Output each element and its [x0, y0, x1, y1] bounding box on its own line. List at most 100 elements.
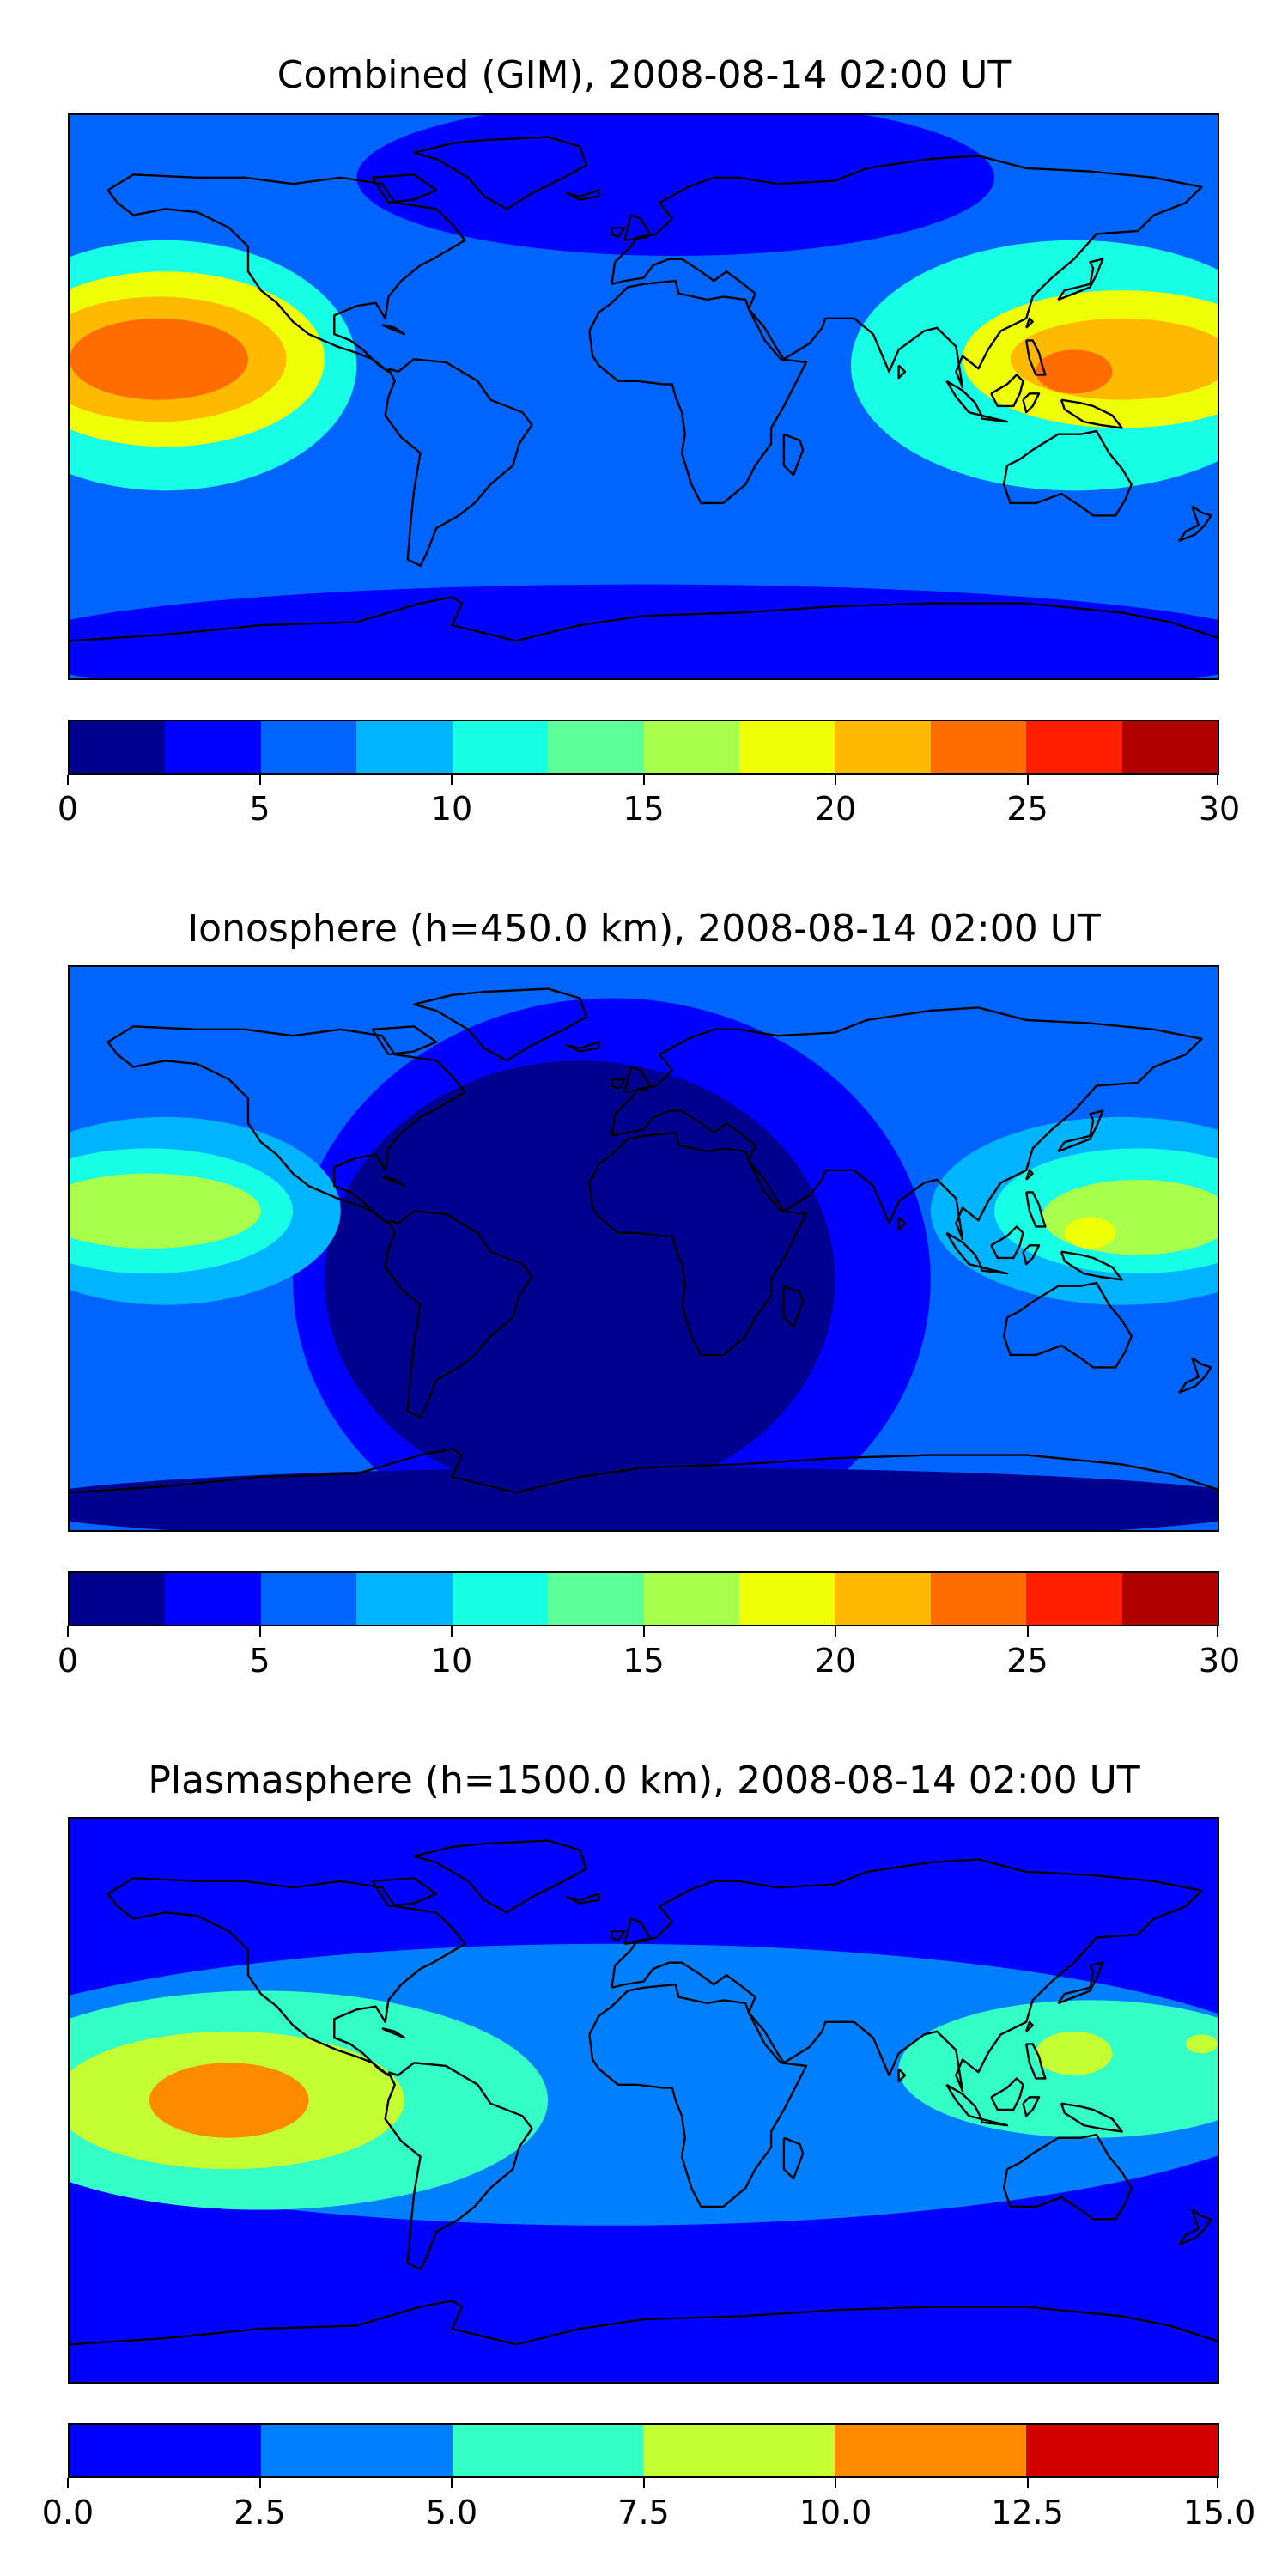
colorbar-tick [451, 2478, 453, 2488]
coastline [623, 1917, 652, 1945]
colorbar-tick [258, 2478, 261, 2488]
coastline [623, 1066, 652, 1093]
coastline [897, 2068, 907, 2083]
colorbar-tick [1026, 1626, 1029, 1637]
colorbar-tick [835, 775, 836, 785]
coastline [990, 2077, 1024, 2111]
coastline [70, 596, 1218, 642]
map-plasmasphere [68, 1817, 1219, 2384]
colorbar-tick [1026, 775, 1029, 785]
coastline [1178, 2208, 1212, 2245]
coastline [566, 189, 600, 201]
colorbar-tick-label: 20 [814, 1642, 857, 1680]
map-svg [70, 115, 1218, 678]
colorbar-tick-label: 30 [1198, 1642, 1241, 1680]
colorbar-tick-label: 0 [57, 1642, 79, 1680]
colorbar-segment [835, 2425, 1027, 2476]
colorbar-tick-label: 20 [814, 790, 857, 828]
coastline [611, 155, 1203, 389]
coastline [1024, 339, 1047, 376]
coastline [1025, 1169, 1034, 1181]
colorbar-segment [452, 721, 549, 773]
coastline [980, 414, 1009, 423]
colorbar-tick-label: 5 [249, 790, 270, 828]
tec-contour [70, 584, 1218, 678]
coastline [1022, 1244, 1041, 1266]
colorbar-segment [356, 1573, 453, 1625]
coastline [566, 1041, 600, 1053]
colorbar-ticks: 0.0 2.5 5.0 7.5 10.0 12.5 15.0 [42, 2478, 1255, 2531]
colorbar-segment [548, 1573, 644, 1625]
coastline [106, 1877, 466, 2077]
map-svg [70, 967, 1218, 1530]
colorbar-segment [835, 721, 931, 773]
colorbar-segment [452, 1573, 549, 1625]
colorbar-segment [260, 721, 357, 773]
coastline [384, 1210, 533, 1419]
tec-contour [1064, 1217, 1116, 1249]
tec-contour [1036, 349, 1113, 394]
colorbar-segment [70, 2425, 261, 2476]
coastline [897, 1216, 907, 1231]
colorbar-tick [451, 1626, 453, 1637]
colorbar-segment [165, 721, 261, 773]
colorbar-segment [1026, 721, 1122, 773]
coastline [1025, 2020, 1034, 2032]
colorbar-segment [165, 1573, 261, 1625]
colorbar-segment [260, 2425, 453, 2476]
coastline [384, 358, 533, 567]
colorbar-segment [70, 1573, 166, 1625]
coastline [371, 1877, 438, 1908]
colorbar-segment [70, 721, 166, 773]
coastline [106, 173, 466, 374]
tec-contour [149, 2063, 309, 2138]
coastline [70, 2300, 1218, 2346]
coastline [1002, 429, 1133, 517]
colorbar-tick-label: 15.0 [1182, 2494, 1256, 2531]
colorbar-ticks: 0 5 10 15 20 25 30 [58, 775, 1240, 828]
tec-contour [1185, 2034, 1218, 2054]
colorbar-tick-label: 2.5 [234, 2494, 286, 2531]
colorbar-tick-label: 30 [1198, 790, 1241, 828]
colorbar-tick [1217, 775, 1218, 785]
coastline [611, 1858, 1203, 2093]
colorbar-tick-label: 10.0 [799, 2494, 872, 2531]
colorbar-segment [738, 1573, 835, 1625]
colorbar-segment [738, 721, 835, 773]
colorbar-tick-label: 7.5 [617, 2494, 670, 2531]
coastline [611, 227, 626, 239]
colorbar-segment [452, 2425, 644, 2476]
colorbar-tick-label: 12.5 [991, 2494, 1064, 2531]
panel-title: Ionosphere (h=450.0 km), 2008-08-14 02:0… [187, 907, 1101, 951]
coastline [1024, 1191, 1047, 1228]
coastline [566, 1893, 600, 1905]
coastline [1060, 2102, 1123, 2133]
colorbar-tick [67, 775, 69, 785]
coastline [1024, 2043, 1047, 2080]
colorbar-tick-label: 25 [1006, 790, 1048, 828]
map-svg [70, 1819, 1218, 2382]
coastline [611, 1930, 626, 1942]
coastline [1178, 505, 1212, 542]
colorbar-tick [258, 1626, 261, 1637]
coastline [371, 1025, 438, 1056]
colorbar-tick [835, 2478, 836, 2488]
coastline [782, 433, 805, 477]
panel-title: Plasmasphere (h=1500.0 km), 2008-08-14 0… [148, 1759, 1140, 1802]
coastline [1022, 2096, 1041, 2117]
tec-contour [70, 1467, 1218, 1530]
coastline [1022, 392, 1041, 414]
coastline [980, 1266, 1009, 1275]
colorbar-tick-label: 10 [430, 1642, 473, 1680]
colorbar-tick [258, 775, 261, 785]
coastline [588, 1131, 808, 1357]
colorbar-segment [643, 2425, 835, 2476]
coastline [980, 2117, 1009, 2127]
colorbar-tick-label: 5 [249, 1642, 270, 1680]
coastline [611, 1006, 1203, 1241]
coastline [371, 173, 438, 204]
coastline [381, 324, 406, 336]
colorbar-tick [1217, 1626, 1218, 1637]
colorbar-ticks: 0 5 10 15 20 25 30 [58, 1626, 1240, 1680]
colorbar-tick-label: 10 [430, 790, 473, 828]
